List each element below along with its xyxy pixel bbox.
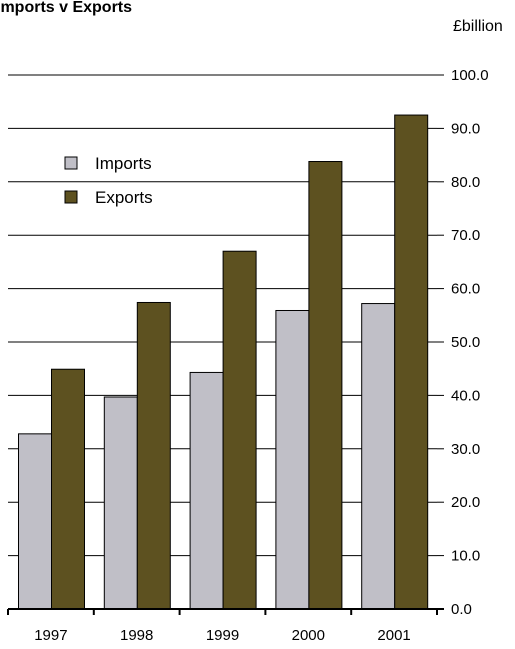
legend-label-imports: Imports (95, 154, 152, 173)
bar-imports-2001 (361, 303, 396, 610)
x-tick-label: 2000 (292, 627, 325, 644)
bars (18, 114, 429, 610)
bar-imports-1999 (189, 371, 224, 610)
y-tick-label: 20.0 (451, 494, 480, 511)
y-tick-label: 80.0 (451, 174, 480, 191)
bar-exports-1997 (51, 368, 85, 610)
bar-exports-1998 (136, 301, 171, 610)
y-tick-label: 0.0 (451, 601, 472, 618)
y-axis-unit-label: £billion (453, 18, 503, 35)
chart-title: Imports v Exports (0, 0, 132, 16)
y-tick-label: 50.0 (451, 334, 480, 351)
y-tick-label: 70.0 (451, 227, 480, 244)
y-tick-label: 10.0 (451, 548, 480, 565)
legend: Imports Exports (64, 154, 153, 207)
x-tick-label: 1997 (34, 627, 67, 644)
bar-imports-2000 (275, 309, 310, 610)
legend-label-exports: Exports (95, 188, 153, 207)
legend-swatch-exports (64, 190, 78, 204)
bar-exports-1999 (222, 250, 257, 610)
bar-imports-1998 (103, 396, 138, 610)
y-tick-label: 100.0 (451, 67, 489, 84)
y-tick-label: 90.0 (451, 120, 480, 137)
legend-swatch-imports (64, 156, 78, 170)
y-tick-label: 60.0 (451, 281, 480, 298)
bar-imports-1997 (18, 433, 52, 610)
axes: 0.0 10.0 20.0 30.0 40.0 50.0 60.0 70.0 80.0 90.0 1… (7, 67, 489, 644)
x-tick-label: 1998 (120, 627, 153, 644)
y-tick-label: 40.0 (451, 387, 480, 404)
bar-exports-2001 (394, 114, 429, 610)
y-tick-label: 30.0 (451, 441, 480, 458)
x-tick-label: 1999 (206, 627, 239, 644)
bar-exports-2000 (308, 161, 343, 610)
x-tick-label: 2001 (377, 627, 410, 644)
